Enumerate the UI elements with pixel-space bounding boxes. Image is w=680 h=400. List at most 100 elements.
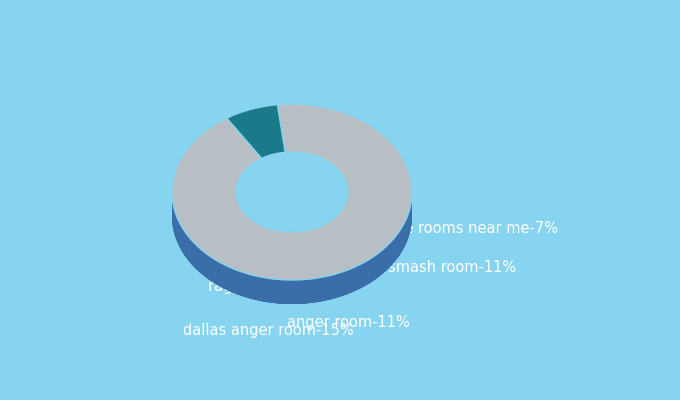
Polygon shape	[292, 232, 295, 256]
Polygon shape	[199, 247, 203, 275]
Polygon shape	[349, 267, 355, 293]
Polygon shape	[216, 260, 218, 286]
Polygon shape	[221, 263, 224, 288]
Polygon shape	[310, 278, 317, 303]
Polygon shape	[389, 240, 393, 268]
Polygon shape	[332, 218, 334, 244]
Polygon shape	[322, 225, 324, 250]
Polygon shape	[369, 257, 373, 284]
Polygon shape	[309, 278, 316, 303]
Polygon shape	[254, 222, 255, 246]
Polygon shape	[352, 266, 358, 292]
Polygon shape	[245, 213, 246, 239]
Polygon shape	[354, 264, 360, 291]
Polygon shape	[329, 274, 335, 300]
Polygon shape	[303, 231, 307, 255]
Polygon shape	[244, 212, 245, 238]
Polygon shape	[243, 211, 245, 237]
Polygon shape	[279, 280, 286, 304]
Polygon shape	[221, 263, 226, 290]
Polygon shape	[240, 271, 247, 298]
Polygon shape	[294, 232, 297, 256]
Polygon shape	[263, 226, 265, 251]
Polygon shape	[265, 227, 266, 251]
Polygon shape	[286, 280, 292, 304]
Polygon shape	[278, 280, 284, 304]
Polygon shape	[300, 231, 303, 256]
Polygon shape	[401, 225, 403, 254]
Polygon shape	[297, 280, 304, 304]
Polygon shape	[292, 280, 299, 304]
Polygon shape	[238, 203, 239, 229]
Polygon shape	[264, 227, 267, 252]
Polygon shape	[274, 230, 277, 254]
Polygon shape	[371, 255, 376, 282]
Polygon shape	[243, 212, 244, 236]
Polygon shape	[318, 226, 321, 251]
Polygon shape	[391, 238, 394, 266]
Polygon shape	[224, 264, 227, 290]
Polygon shape	[343, 206, 345, 232]
Polygon shape	[409, 208, 410, 236]
Polygon shape	[222, 264, 228, 290]
Polygon shape	[282, 231, 285, 256]
Polygon shape	[339, 211, 341, 237]
Polygon shape	[330, 220, 332, 246]
Polygon shape	[205, 253, 208, 279]
Polygon shape	[327, 222, 329, 247]
Polygon shape	[305, 230, 308, 255]
Polygon shape	[317, 277, 324, 302]
Polygon shape	[315, 228, 318, 252]
Polygon shape	[287, 232, 290, 256]
Polygon shape	[252, 220, 253, 245]
Polygon shape	[394, 234, 397, 262]
Polygon shape	[390, 239, 394, 267]
Polygon shape	[362, 260, 367, 288]
Polygon shape	[397, 230, 400, 259]
Polygon shape	[212, 258, 218, 285]
Polygon shape	[178, 220, 180, 248]
Polygon shape	[296, 232, 300, 256]
Polygon shape	[267, 228, 269, 252]
Polygon shape	[324, 276, 330, 301]
Polygon shape	[410, 203, 411, 232]
Polygon shape	[313, 228, 316, 253]
Polygon shape	[266, 278, 272, 303]
Polygon shape	[239, 205, 240, 231]
Text: rage rooms near me-7%: rage rooms near me-7%	[380, 220, 558, 236]
Polygon shape	[309, 229, 313, 254]
Polygon shape	[227, 266, 230, 291]
Polygon shape	[330, 274, 337, 300]
Polygon shape	[273, 230, 275, 254]
Polygon shape	[237, 201, 238, 227]
Polygon shape	[297, 232, 301, 256]
Polygon shape	[237, 202, 239, 228]
Polygon shape	[232, 268, 238, 295]
Polygon shape	[373, 254, 378, 281]
Polygon shape	[307, 230, 309, 254]
Polygon shape	[403, 222, 405, 250]
Polygon shape	[304, 230, 307, 255]
Polygon shape	[410, 204, 411, 233]
Polygon shape	[262, 226, 265, 251]
Polygon shape	[254, 221, 256, 247]
Polygon shape	[257, 276, 263, 302]
Polygon shape	[270, 229, 273, 254]
Polygon shape	[407, 212, 409, 241]
Polygon shape	[183, 229, 186, 257]
Polygon shape	[297, 280, 303, 304]
Polygon shape	[228, 266, 234, 293]
Polygon shape	[339, 211, 341, 237]
Polygon shape	[343, 206, 345, 232]
Polygon shape	[247, 274, 254, 299]
Polygon shape	[288, 280, 295, 304]
Polygon shape	[312, 228, 315, 253]
Polygon shape	[344, 205, 345, 231]
Polygon shape	[203, 251, 205, 277]
Polygon shape	[273, 230, 275, 254]
Polygon shape	[242, 210, 244, 236]
Polygon shape	[176, 215, 178, 244]
Polygon shape	[201, 250, 206, 277]
Polygon shape	[318, 226, 320, 252]
Polygon shape	[263, 278, 270, 302]
